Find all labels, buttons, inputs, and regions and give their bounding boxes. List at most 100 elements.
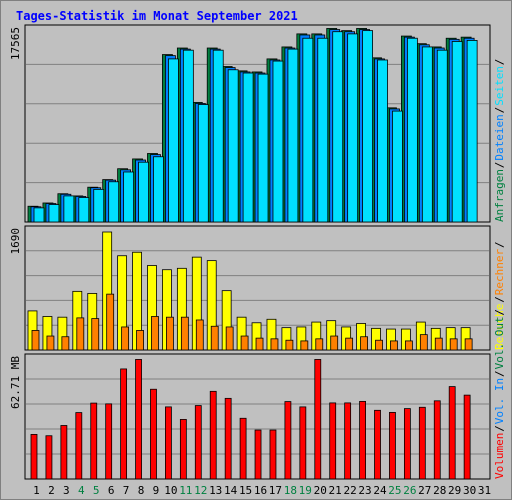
bar-seiten-day-7 (123, 171, 135, 223)
bar-seiten-day-3 (63, 195, 75, 223)
bar-seiten-day-8 (138, 161, 149, 223)
x-tick-label: 25 (388, 484, 401, 497)
bar-rechner-day-16 (255, 337, 264, 351)
x-tick-label: 20 (314, 484, 327, 497)
bar-volumen-day-30 (463, 394, 471, 480)
legend-label: Besuche (493, 304, 506, 350)
bar-volumen-day-23 (359, 400, 366, 480)
x-tick-label: 8 (138, 484, 145, 497)
bar-seiten-day-20 (317, 37, 329, 223)
bar-seiten-day-5 (93, 188, 105, 223)
x-tick-label: 9 (153, 484, 160, 497)
x-tick-label: 3 (63, 484, 70, 497)
bar-volumen-day-21 (329, 402, 337, 480)
bar-volumen-day-28 (433, 400, 441, 480)
bar-seiten-day-26 (406, 37, 418, 223)
bar-rechner-day-9 (151, 316, 159, 351)
legend-label: / (493, 107, 506, 114)
bar-rechner-day-13 (210, 325, 219, 351)
bar-seiten-day-13 (212, 49, 224, 223)
bar-seiten-day-21 (332, 31, 344, 223)
x-tick-label: 15 (239, 484, 252, 497)
legend-label: Rechner (493, 248, 506, 295)
bar-rechner-day-25 (390, 340, 398, 351)
bar-seiten-day-10 (168, 58, 179, 223)
bar-rechner-day-21 (330, 335, 339, 351)
x-tick-label: 29 (448, 484, 461, 497)
legend-label: Anfragen (493, 169, 506, 222)
x-tick-label: 14 (224, 484, 238, 497)
bar-volumen-day-10 (165, 406, 172, 480)
bar-rechner-day-6 (106, 293, 115, 351)
legend-label: Vol. Out (493, 316, 506, 369)
bar-rechner-day-17 (270, 338, 279, 351)
bar-volumen-day-4 (75, 412, 83, 480)
bar-seiten-day-17 (272, 60, 284, 223)
legend-label: / (493, 59, 506, 66)
x-tick-label: 24 (373, 484, 387, 497)
bar-rechner-day-26 (404, 340, 413, 351)
x-tick-label: 30 (463, 484, 476, 497)
bar-rechner-day-19 (300, 340, 309, 351)
legend-label: Seiten (493, 66, 506, 106)
y-max-label: 17565 (9, 27, 22, 60)
x-tick-label: 31 (478, 484, 491, 497)
x-tick-label: 10 (164, 484, 177, 497)
x-tick-label: 6 (108, 484, 115, 497)
bar-volumen-day-1 (30, 434, 38, 480)
bar-rechner-day-1 (31, 330, 40, 351)
bar-volumen-day-7 (120, 368, 128, 480)
bar-volumen-day-5 (90, 402, 98, 480)
bar-seiten-day-25 (392, 110, 403, 223)
x-tick-label: 18 (284, 484, 297, 497)
bar-rechner-day-30 (464, 338, 473, 351)
legend-label: / (493, 370, 506, 377)
bar-rechner-day-4 (76, 317, 85, 351)
legend-label: Vol. In (493, 378, 506, 424)
bar-seiten-day-6 (108, 181, 120, 223)
bar-volumen-day-22 (344, 402, 352, 480)
x-tick-label: 27 (418, 484, 431, 497)
bar-seiten-day-4 (78, 197, 90, 223)
bar-seiten-day-12 (197, 104, 209, 223)
bar-seiten-day-24 (377, 59, 388, 223)
x-tick-label: 23 (358, 484, 371, 497)
bar-seiten-day-11 (182, 49, 194, 223)
legend-label: Dateien (493, 114, 506, 160)
legend-label: / (493, 309, 506, 316)
legend-label: Volumen (493, 433, 506, 479)
x-tick-label: 17 (269, 484, 282, 497)
bar-seiten-day-9 (153, 156, 164, 223)
bar-seiten-day-22 (347, 33, 359, 223)
bar-volumen-day-14 (224, 397, 232, 480)
bar-seiten-day-30 (466, 40, 478, 223)
bar-rechner-day-10 (166, 316, 174, 351)
bar-volumen-day-6 (105, 403, 113, 480)
bar-rechner-day-29 (449, 338, 458, 351)
bar-volumen-day-24 (374, 409, 381, 480)
bar-rechner-day-3 (61, 336, 70, 351)
bar-volumen-day-27 (418, 406, 426, 480)
x-tick-label: 7 (123, 484, 130, 497)
legend-label: / (493, 162, 506, 169)
bar-volumen-day-18 (284, 401, 292, 480)
bar-rechner-day-27 (419, 334, 428, 351)
bar-seiten-day-15 (242, 72, 254, 223)
x-tick-label: 26 (403, 484, 416, 497)
x-tick-label: 4 (78, 484, 85, 497)
bar-seiten-day-19 (302, 37, 314, 223)
bar-volumen-day-26 (403, 408, 411, 480)
bar-volumen-day-12 (194, 405, 202, 480)
x-tick-label: 19 (299, 484, 312, 497)
x-tick-label: 2 (48, 484, 55, 497)
bar-seiten-day-1 (33, 207, 45, 223)
y-max-label: 62.71 MB (9, 356, 22, 409)
bar-seiten-day-14 (227, 69, 239, 223)
x-tick-label: 16 (254, 484, 267, 497)
bar-volumen-day-15 (239, 417, 247, 480)
x-tick-label: 21 (329, 484, 342, 497)
bar-rechner-day-24 (375, 339, 383, 351)
bar-seiten-day-16 (257, 73, 269, 223)
bar-seiten-day-23 (362, 30, 373, 223)
